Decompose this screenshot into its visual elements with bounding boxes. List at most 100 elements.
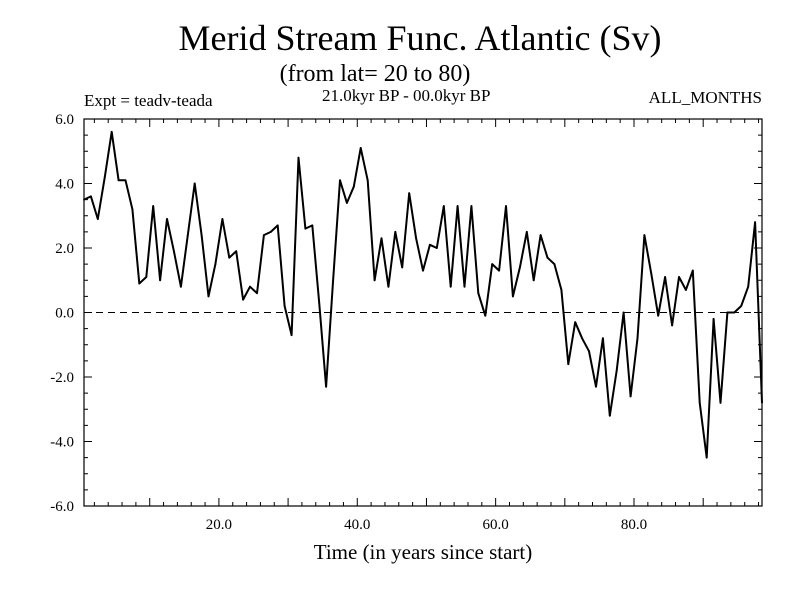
plot-frame <box>83 118 763 507</box>
data-point <box>498 269 501 272</box>
data-point <box>546 256 549 259</box>
data-point <box>366 179 369 182</box>
data-point <box>684 289 687 291</box>
y-tick-label: -2.0 <box>50 370 74 386</box>
data-point <box>532 279 535 282</box>
data-point <box>256 292 258 295</box>
data-point <box>705 456 708 459</box>
data-point <box>352 185 355 188</box>
data-point <box>387 285 390 288</box>
data-point <box>615 369 618 372</box>
data-point <box>740 305 743 307</box>
data-point <box>491 263 494 266</box>
x-tick-label: 80.0 <box>621 517 647 533</box>
y-tick-label: -4.0 <box>50 435 74 451</box>
data-point <box>456 205 459 207</box>
data-point <box>553 263 556 266</box>
data-point <box>145 276 148 278</box>
chart-title: Merid Stream Func. Atlantic (Sv) <box>178 18 662 58</box>
data-point <box>435 247 438 249</box>
data-point <box>712 318 715 320</box>
data-point <box>401 266 404 269</box>
data-point <box>380 237 383 240</box>
data-point <box>110 131 113 133</box>
data-point <box>636 337 639 340</box>
data-point <box>415 237 417 240</box>
data-point <box>442 205 445 207</box>
data-point <box>262 234 265 237</box>
data-point <box>186 234 189 237</box>
y-tick-label: 2.0 <box>55 241 74 257</box>
data-point <box>138 282 141 285</box>
data-point <box>214 263 217 266</box>
data-point <box>657 314 660 317</box>
data-point <box>394 230 397 233</box>
data-point <box>643 234 646 237</box>
data-point <box>608 414 611 417</box>
months-label: ALL_MONTHS <box>648 88 762 107</box>
data-point <box>200 234 203 237</box>
y-tick-label: 6.0 <box>55 112 74 128</box>
data-points <box>83 131 763 459</box>
data-point <box>159 279 162 282</box>
data-point <box>269 230 272 233</box>
data-point <box>166 218 168 220</box>
data-point <box>152 205 155 207</box>
data-point <box>228 256 231 259</box>
data-point <box>242 298 245 301</box>
data-point <box>283 305 286 307</box>
data-point <box>173 250 175 253</box>
data-point <box>671 324 673 327</box>
data-point <box>754 221 756 224</box>
data-point <box>574 321 577 324</box>
x-tick-label: 40.0 <box>344 517 370 533</box>
data-point <box>235 250 238 253</box>
data-point <box>373 279 376 282</box>
data-point <box>719 401 722 404</box>
data-point <box>601 337 604 340</box>
data-point <box>318 301 321 304</box>
series-line <box>83 130 763 459</box>
x-tick-label: 60.0 <box>483 517 509 533</box>
data-point <box>512 295 514 298</box>
data-point <box>581 337 584 340</box>
data-point <box>179 285 182 288</box>
period-label: 21.0kyr BP - 00.0kyr BP <box>322 86 491 105</box>
data-point <box>470 205 473 207</box>
data-point <box>622 311 625 314</box>
data-point <box>90 195 92 198</box>
data-point <box>539 234 542 237</box>
data-point <box>595 385 597 388</box>
data-point <box>304 227 307 230</box>
data-point <box>103 176 106 178</box>
data-point <box>117 179 120 182</box>
data-point <box>325 385 328 388</box>
data-point <box>463 285 466 288</box>
data-point <box>449 285 452 288</box>
data-point <box>629 395 632 398</box>
data-point <box>678 276 680 278</box>
data-point <box>650 272 653 275</box>
data-point <box>560 289 563 291</box>
data-point <box>747 285 750 288</box>
y-tick-label: 4.0 <box>55 177 74 193</box>
data-point <box>332 279 334 282</box>
data-point <box>505 205 507 207</box>
data-point <box>249 285 251 288</box>
y-tick-label: -6.0 <box>50 499 74 515</box>
data-point <box>525 230 528 233</box>
data-point <box>96 218 99 220</box>
data-point <box>339 179 341 182</box>
data-point <box>567 363 570 365</box>
data-point <box>664 276 667 278</box>
data-point <box>290 334 293 336</box>
data-point <box>131 208 134 211</box>
tick-labels: -6.0 -4.0 -2.0 0.0 2.0 4.0 6.0 20.0 40.0 60.0 80.0 <box>50 112 647 533</box>
data-point <box>221 218 224 220</box>
data-point <box>408 192 411 195</box>
data-point <box>726 311 729 314</box>
data-point <box>484 314 487 317</box>
data-point <box>518 266 521 269</box>
x-axis-label: Time (in years since start) <box>313 540 533 564</box>
